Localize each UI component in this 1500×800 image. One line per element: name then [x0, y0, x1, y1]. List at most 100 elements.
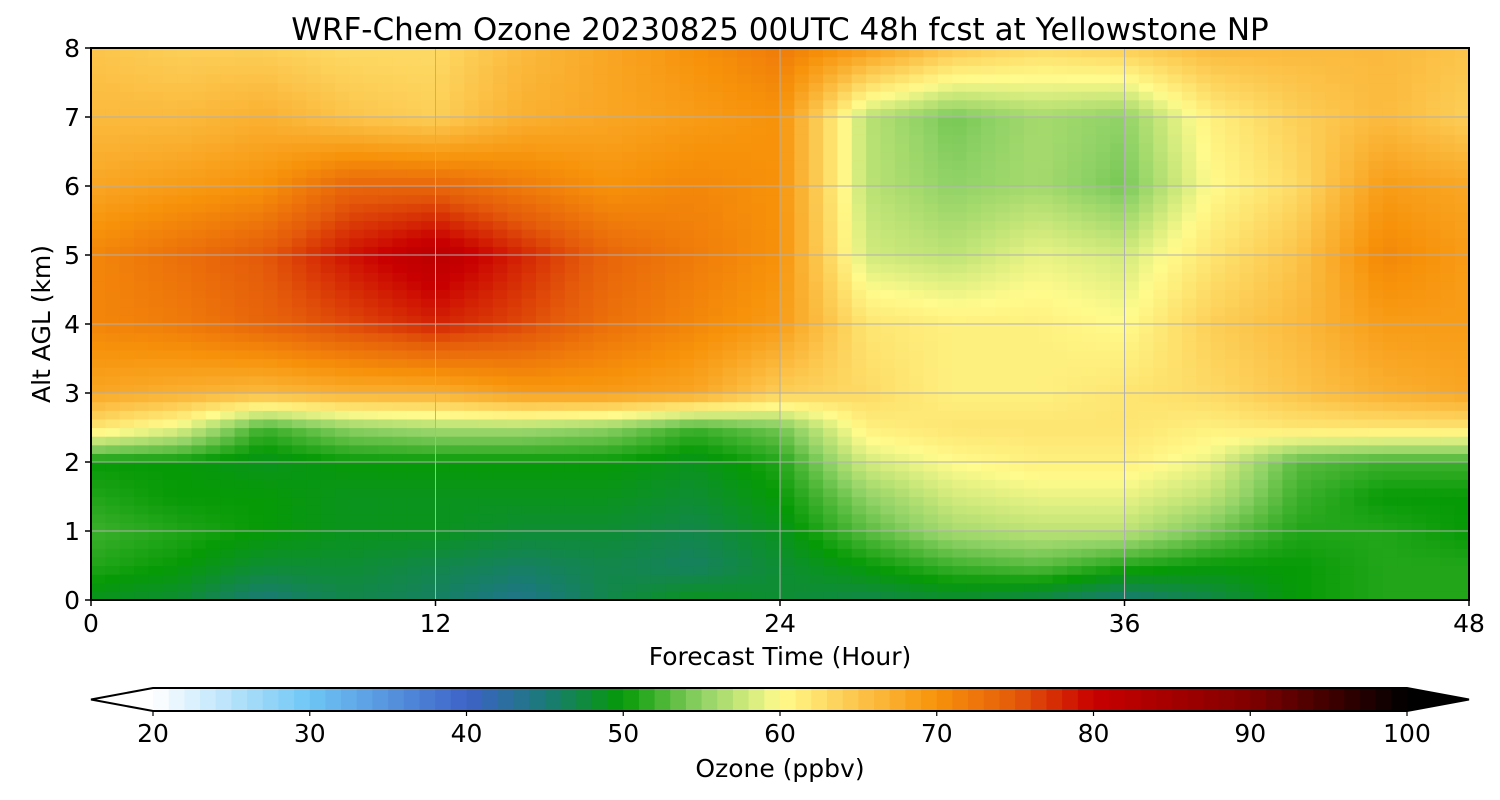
heatmap-cell: [1095, 203, 1111, 213]
heatmap-cell: [736, 479, 752, 489]
heatmap-cell: [320, 203, 336, 213]
heatmap-cell: [550, 237, 566, 247]
heatmap-cell: [765, 444, 781, 454]
heatmap-cell: [622, 462, 638, 472]
heatmap-cell: [363, 358, 379, 368]
heatmap-cell: [335, 280, 350, 291]
heatmap-cell: [866, 582, 882, 592]
heatmap-cell: [1311, 298, 1327, 308]
heatmap-cell: [1038, 487, 1054, 498]
heatmap-cell: [177, 384, 193, 394]
heatmap-cell: [995, 393, 1011, 403]
heatmap-cell: [808, 298, 824, 308]
heatmap-cell: [1167, 315, 1183, 325]
heatmap-cell: [277, 418, 293, 429]
heatmap-cell: [1454, 479, 1470, 489]
heatmap-cell: [665, 393, 681, 403]
heatmap-cell: [607, 513, 623, 523]
heatmap-cell: [966, 548, 982, 558]
heatmap-cell: [1095, 160, 1111, 170]
heatmap-cell: [909, 505, 925, 515]
heatmap-cell: [1110, 246, 1126, 256]
heatmap-cell: [507, 229, 523, 239]
heatmap-cell: [794, 237, 810, 247]
heatmap-cell: [1224, 298, 1240, 308]
heatmap-cell: [378, 237, 394, 247]
heatmap-cell: [1095, 177, 1111, 187]
heatmap-cell: [1124, 280, 1140, 291]
heatmap-cell: [1038, 177, 1054, 187]
heatmap-cell: [851, 263, 867, 273]
heatmap-cell: [722, 229, 738, 239]
heatmap-cell: [564, 168, 580, 178]
heatmap-cell: [478, 375, 494, 385]
heatmap-cell: [234, 418, 250, 429]
heatmap-cell: [1253, 367, 1269, 377]
heatmap-cell: [148, 272, 164, 282]
heatmap-cell: [909, 418, 925, 429]
heatmap-cell: [607, 151, 623, 161]
heatmap-cell: [708, 168, 724, 178]
heatmap-cell: [134, 168, 150, 178]
heatmap-cell: [579, 522, 594, 532]
heatmap-cell: [579, 487, 594, 498]
heatmap-cell: [492, 505, 508, 515]
heatmap-cell: [105, 393, 121, 403]
heatmap-cell: [693, 203, 709, 213]
heatmap-cell: [220, 505, 236, 515]
heatmap-cell: [291, 177, 307, 187]
heatmap-cell: [1325, 272, 1341, 282]
heatmap-cell: [1454, 487, 1470, 498]
heatmap-cell: [205, 565, 221, 575]
heatmap-cell: [421, 263, 437, 273]
heatmap-cell: [1354, 306, 1370, 316]
heatmap-cell: [708, 194, 724, 204]
heatmap-cell: [966, 410, 982, 420]
heatmap-cell: [1138, 505, 1154, 515]
heatmap-cell: [220, 177, 236, 187]
heatmap-cell: [937, 574, 953, 584]
heatmap-cell: [363, 349, 379, 360]
heatmap-cell: [335, 556, 350, 567]
heatmap-cell: [1167, 565, 1183, 575]
heatmap-cell: [1253, 229, 1269, 239]
heatmap-cell: [335, 237, 350, 247]
heatmap-cell: [535, 470, 551, 480]
heatmap-cell: [593, 487, 609, 498]
heatmap-cell: [1368, 272, 1384, 282]
heatmap-cell: [1425, 427, 1441, 437]
heatmap-cell: [1095, 427, 1111, 437]
heatmap-cell: [119, 168, 135, 178]
heatmap-cell: [435, 436, 451, 446]
heatmap-cell: [1024, 393, 1039, 403]
heatmap-cell: [1009, 349, 1025, 360]
heatmap-cell: [263, 203, 279, 213]
heatmap-cell: [378, 410, 394, 420]
heatmap-cell: [1009, 255, 1025, 265]
heatmap-cell: [177, 177, 193, 187]
heatmap-cell: [291, 496, 307, 506]
heatmap-cell: [937, 160, 953, 170]
heatmap-cell: [449, 220, 465, 230]
heatmap-cell: [1124, 479, 1140, 489]
heatmap-cell: [134, 255, 150, 265]
heatmap-cell: [564, 324, 580, 334]
heatmap-cell: [622, 160, 638, 170]
heatmap-cell: [1296, 151, 1312, 161]
heatmap-cell: [1239, 306, 1255, 316]
heatmap-cell: [148, 565, 164, 575]
heatmap-cell: [291, 401, 307, 411]
heatmap-cell: [880, 272, 896, 282]
heatmap-cell: [148, 410, 164, 420]
heatmap-cell: [880, 358, 896, 368]
heatmap-cell: [880, 522, 896, 532]
heatmap-cell: [1224, 349, 1240, 360]
heatmap-cell: [1425, 436, 1441, 446]
heatmap-cell: [937, 470, 953, 480]
heatmap-cell: [1095, 531, 1111, 541]
heatmap-cell: [1253, 427, 1269, 437]
heatmap-cell: [1239, 289, 1255, 299]
heatmap-cell: [1038, 531, 1054, 541]
heatmap-cell: [794, 151, 810, 161]
heatmap-cell: [435, 367, 451, 377]
